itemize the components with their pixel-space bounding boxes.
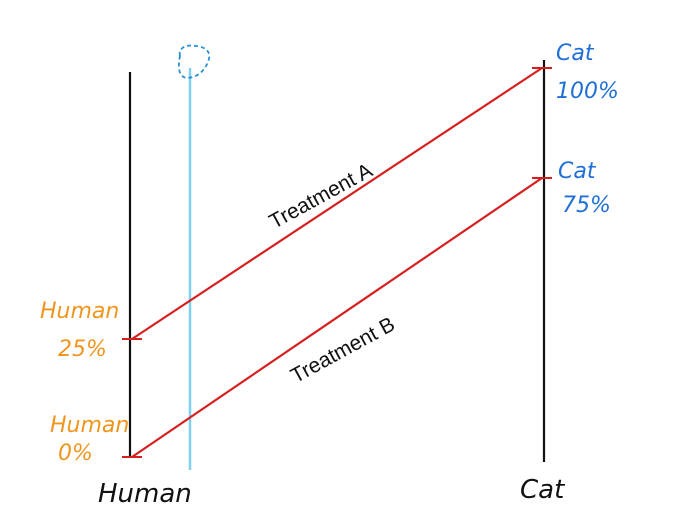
left-tick-label-25-line2: 25% <box>58 337 107 362</box>
left-tick-label-0-line2: 0% <box>58 441 93 466</box>
treatment-b-label: Treatment B <box>287 313 399 388</box>
treatment-line-a <box>131 67 543 340</box>
right-tick-label-100-line2: 100% <box>556 79 619 104</box>
human-axis-label: Human <box>98 479 192 509</box>
left-tick-label-25: Human 25% <box>40 299 119 362</box>
tick-marks <box>122 67 552 458</box>
treatment-a-label: Treatment A <box>266 159 377 234</box>
left-tick-label-0: Human 0% <box>50 413 129 466</box>
right-tick-label-75: Cat 75% <box>558 159 611 218</box>
right-tick-label-75-line2: 75% <box>562 193 611 218</box>
right-tick-label-100: Cat 100% <box>556 41 619 104</box>
right-tick-label-100-line1: Cat <box>556 41 595 66</box>
left-tick-label-0-line1: Human <box>50 413 129 438</box>
right-tick-label-75-line1: Cat <box>558 159 597 184</box>
left-tick-label-25-line1: Human <box>40 299 119 324</box>
treatment-line-b <box>131 177 543 458</box>
cat-axis-label: Cat <box>520 475 565 505</box>
dashed-blob-icon[interactable] <box>178 44 211 79</box>
treatment-lines <box>131 67 543 458</box>
